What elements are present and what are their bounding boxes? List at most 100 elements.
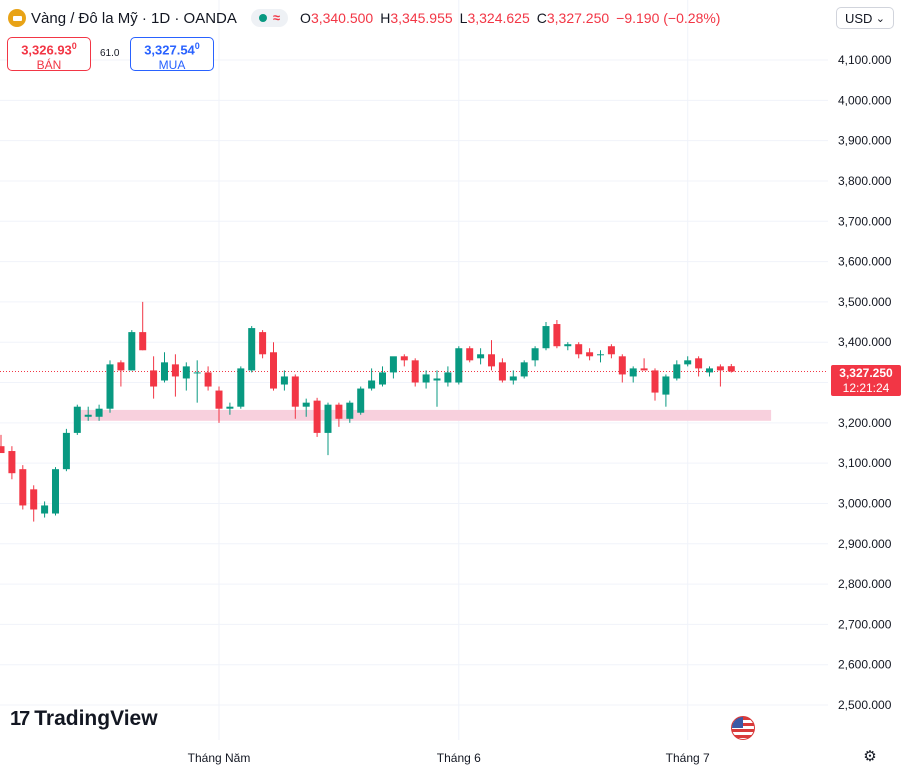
open-label: O (300, 10, 311, 26)
candle-body (30, 489, 38, 510)
candle (215, 386, 223, 423)
candle (389, 356, 397, 379)
candle (41, 501, 49, 518)
candle (379, 366, 386, 387)
candle (542, 322, 550, 351)
candle (498, 358, 506, 383)
candle-body (389, 356, 397, 373)
candle-body (324, 404, 332, 433)
candle (488, 340, 495, 371)
candle-body (106, 364, 114, 409)
ohlc-values: O3,340.500 H3,345.955 L3,324.625 C3,327.… (300, 10, 720, 26)
candle-body (204, 372, 212, 387)
candle-body (498, 362, 506, 381)
candle-body (73, 406, 81, 433)
price-tick-label: 3,600.000 (838, 255, 892, 269)
sell-button[interactable]: 3,326.930 BÁN (7, 37, 91, 73)
candle (139, 301, 147, 351)
candle-body (651, 370, 659, 393)
candle (52, 467, 59, 516)
time-tick-label: Tháng Năm (188, 751, 251, 765)
buy-price: 3,327.540 (144, 41, 200, 58)
candle-body (95, 408, 103, 417)
candle-body (291, 376, 299, 407)
spread-value: 61.0 (100, 48, 120, 59)
candle-body (716, 366, 724, 371)
open-value: 3,340.500 (310, 10, 374, 26)
candle (662, 374, 670, 407)
candle (564, 342, 572, 351)
buy-label: MUA (158, 58, 186, 73)
candle-body (466, 348, 474, 361)
candle-body (673, 364, 681, 379)
price-tick-label: 3,100.000 (838, 456, 892, 470)
candle (270, 342, 277, 391)
candle (607, 344, 615, 359)
candle (193, 360, 201, 403)
candle-body (575, 344, 583, 355)
us-flag-icon[interactable] (731, 716, 755, 740)
candle (673, 360, 681, 381)
candle (727, 363, 735, 373)
candle (150, 356, 158, 399)
tradingview-logo[interactable]: 17 TradingView (10, 707, 158, 731)
candle (62, 428, 70, 472)
candle (291, 374, 299, 419)
symbol-title[interactable]: Vàng / Đô la Mỹ · 1D · OANDA (31, 9, 237, 27)
candles-layer (0, 301, 735, 522)
candle-body (422, 374, 430, 383)
candle-body (237, 368, 245, 407)
candle-body (400, 356, 408, 361)
time-tick-label: Tháng 7 (666, 751, 710, 765)
candle-body (379, 372, 386, 385)
buy-button[interactable]: 3,327.540 MUA (130, 37, 214, 73)
candle (553, 320, 561, 349)
candle (509, 370, 517, 385)
price-tick-label: 3,700.000 (838, 214, 892, 228)
candle-body (52, 469, 59, 514)
candle (346, 400, 354, 423)
candle-body (488, 354, 495, 367)
price-tick-label: 3,900.000 (838, 134, 892, 148)
time-tick-label: Tháng 6 (437, 751, 481, 765)
settings-icon[interactable]: ⚙ (863, 748, 877, 765)
candle (0, 434, 5, 454)
candle (335, 402, 343, 427)
candle-body (640, 368, 648, 371)
candle-body (357, 388, 365, 413)
sell-label: BÁN (36, 58, 62, 73)
candle (161, 352, 168, 383)
candle-body (161, 362, 168, 381)
candle-body (531, 348, 539, 361)
candle (466, 346, 474, 363)
logo-text: TradingView (34, 707, 158, 730)
candle-body (662, 376, 670, 395)
candle-body (226, 406, 234, 409)
candle-body (270, 352, 277, 389)
candle (629, 366, 637, 383)
candle-body (455, 348, 463, 383)
price-tick-label: 3,500.000 (838, 295, 892, 309)
candle-body (586, 352, 594, 357)
bar-countdown: 12:21:24 (831, 381, 901, 396)
candle (171, 354, 179, 397)
candle (477, 348, 485, 365)
chart-header: Vàng / Đô la Mỹ · 1D · OANDA ≈ O3,340.50… (8, 8, 720, 28)
time-axis: Tháng Năm Tháng 6 Tháng 7 (188, 751, 710, 765)
candle-body (313, 400, 321, 433)
price-tick-label: 2,500.000 (838, 698, 892, 712)
candle-body (139, 332, 147, 351)
candle (357, 386, 365, 415)
candle-body (62, 432, 70, 470)
high-label: H (380, 10, 391, 26)
currency-select[interactable]: USD ⌄ (836, 7, 894, 29)
candle (433, 370, 441, 407)
candle-body (597, 354, 604, 356)
candle (597, 350, 604, 363)
candle (106, 360, 114, 413)
candle-body (618, 356, 626, 375)
candle-body (433, 378, 441, 381)
chevron-down-icon: ⌄ (875, 12, 885, 25)
market-status[interactable]: ≈ (250, 9, 289, 27)
